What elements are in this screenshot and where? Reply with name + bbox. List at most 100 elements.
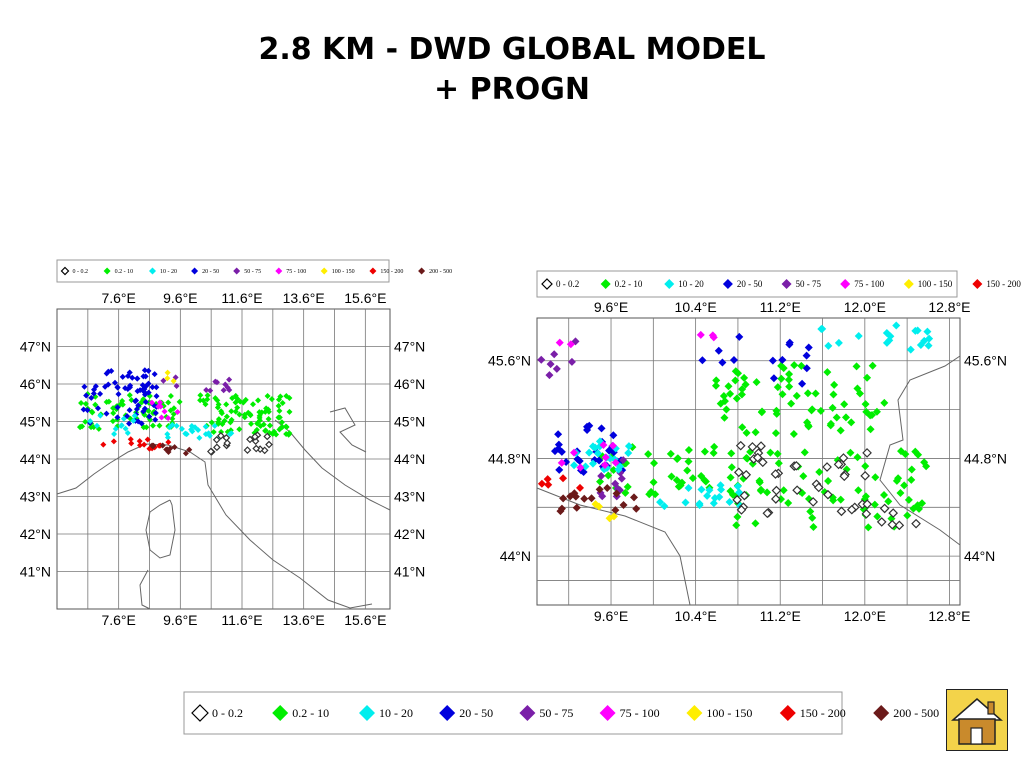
station-marker — [573, 455, 582, 464]
station-marker — [667, 472, 676, 481]
station-marker — [554, 430, 563, 439]
station-marker — [621, 488, 630, 497]
legend-diamond-icon — [191, 267, 199, 275]
station-marker — [836, 506, 847, 517]
coastline — [56, 443, 373, 609]
station-marker — [572, 503, 581, 512]
station-marker — [802, 351, 811, 360]
station-marker — [265, 440, 273, 449]
lat-tick-label-left: 47°N — [20, 338, 51, 354]
station-marker — [550, 350, 559, 359]
station-marker — [164, 375, 171, 382]
station-marker — [705, 486, 714, 495]
station-marker — [673, 455, 682, 464]
station-marker — [714, 346, 723, 355]
station-marker — [165, 399, 172, 406]
station-marker — [593, 449, 602, 458]
station-marker — [871, 473, 880, 482]
station-marker — [798, 379, 807, 388]
station-marker — [757, 485, 766, 494]
lon-tick-label-top: 7.6°E — [101, 290, 135, 306]
station-marker — [711, 381, 720, 390]
station-marker — [559, 474, 568, 483]
station-marker — [649, 478, 658, 487]
station-marker — [197, 392, 204, 399]
legend-diamond-icon — [903, 279, 914, 289]
station-marker — [725, 498, 734, 507]
legend-label: 0.2 - 10 — [615, 279, 643, 289]
legend-diamond-icon — [272, 705, 289, 721]
station-marker — [741, 469, 752, 480]
station-marker — [552, 364, 561, 373]
station-marker — [283, 431, 290, 438]
legend-label: 100 - 150 — [918, 279, 953, 289]
station-marker — [258, 409, 265, 416]
station-marker — [557, 447, 566, 456]
station-marker — [737, 390, 746, 399]
station-marker — [559, 494, 568, 503]
station-marker — [134, 388, 141, 395]
legend-diamond-icon — [781, 279, 792, 289]
station-marker — [112, 379, 119, 386]
station-marker — [208, 419, 215, 426]
station-marker — [832, 413, 841, 422]
station-marker — [752, 378, 761, 387]
legend-diamond-icon — [233, 267, 241, 275]
station-marker — [925, 334, 934, 343]
lat-tick-label-left: 44.8°N — [488, 450, 531, 466]
station-marker — [733, 482, 742, 491]
station-marker — [580, 494, 589, 503]
legend-label: 10 - 20 — [379, 706, 413, 720]
legend-label: 100 - 150 — [706, 706, 752, 720]
legend-diamond-icon — [722, 279, 733, 289]
station-marker — [120, 415, 127, 422]
station-marker — [210, 429, 217, 436]
station-marker — [840, 400, 849, 409]
station-marker — [709, 499, 718, 508]
station-marker — [158, 414, 165, 421]
station-marker — [600, 460, 609, 469]
station-marker — [907, 465, 916, 474]
station-marker — [808, 497, 818, 507]
station-marker — [619, 501, 628, 510]
station-marker — [700, 476, 709, 485]
legend-label: 150 - 200 — [380, 269, 403, 275]
station-marker — [882, 328, 891, 337]
station-marker — [774, 459, 783, 468]
station-marker — [138, 420, 145, 427]
station-marker — [792, 485, 802, 496]
station-marker — [863, 373, 872, 382]
station-marker — [166, 424, 173, 431]
home-button[interactable] — [946, 689, 1008, 751]
station-marker — [700, 447, 709, 456]
station-marker — [142, 398, 149, 405]
station-marker — [684, 457, 693, 466]
station-marker — [716, 399, 725, 408]
station-marker — [873, 512, 882, 521]
station-marker — [119, 373, 126, 380]
station-marker — [862, 499, 873, 510]
station-marker — [703, 491, 712, 500]
station-marker — [922, 462, 931, 471]
legend-diamond-icon — [599, 705, 616, 721]
station-marker — [211, 422, 218, 429]
station-marker — [213, 443, 221, 452]
legend-label: 20 - 50 — [459, 706, 493, 720]
lat-tick-label-left: 42°N — [20, 526, 51, 542]
station-marker — [684, 483, 693, 492]
station-marker — [94, 405, 101, 412]
station-marker — [144, 436, 151, 443]
station-marker — [254, 420, 261, 427]
station-marker — [766, 448, 775, 457]
station-marker — [212, 435, 221, 444]
lon-tick-label-bottom: 12.0°E — [844, 608, 886, 624]
legend-label: 0.2 - 10 — [115, 269, 134, 275]
station-marker — [609, 466, 618, 475]
station-marker — [148, 399, 155, 406]
station-marker — [88, 424, 95, 431]
station-marker — [617, 474, 626, 483]
station-marker — [124, 372, 131, 379]
station-marker — [740, 373, 749, 382]
station-marker — [133, 397, 140, 404]
